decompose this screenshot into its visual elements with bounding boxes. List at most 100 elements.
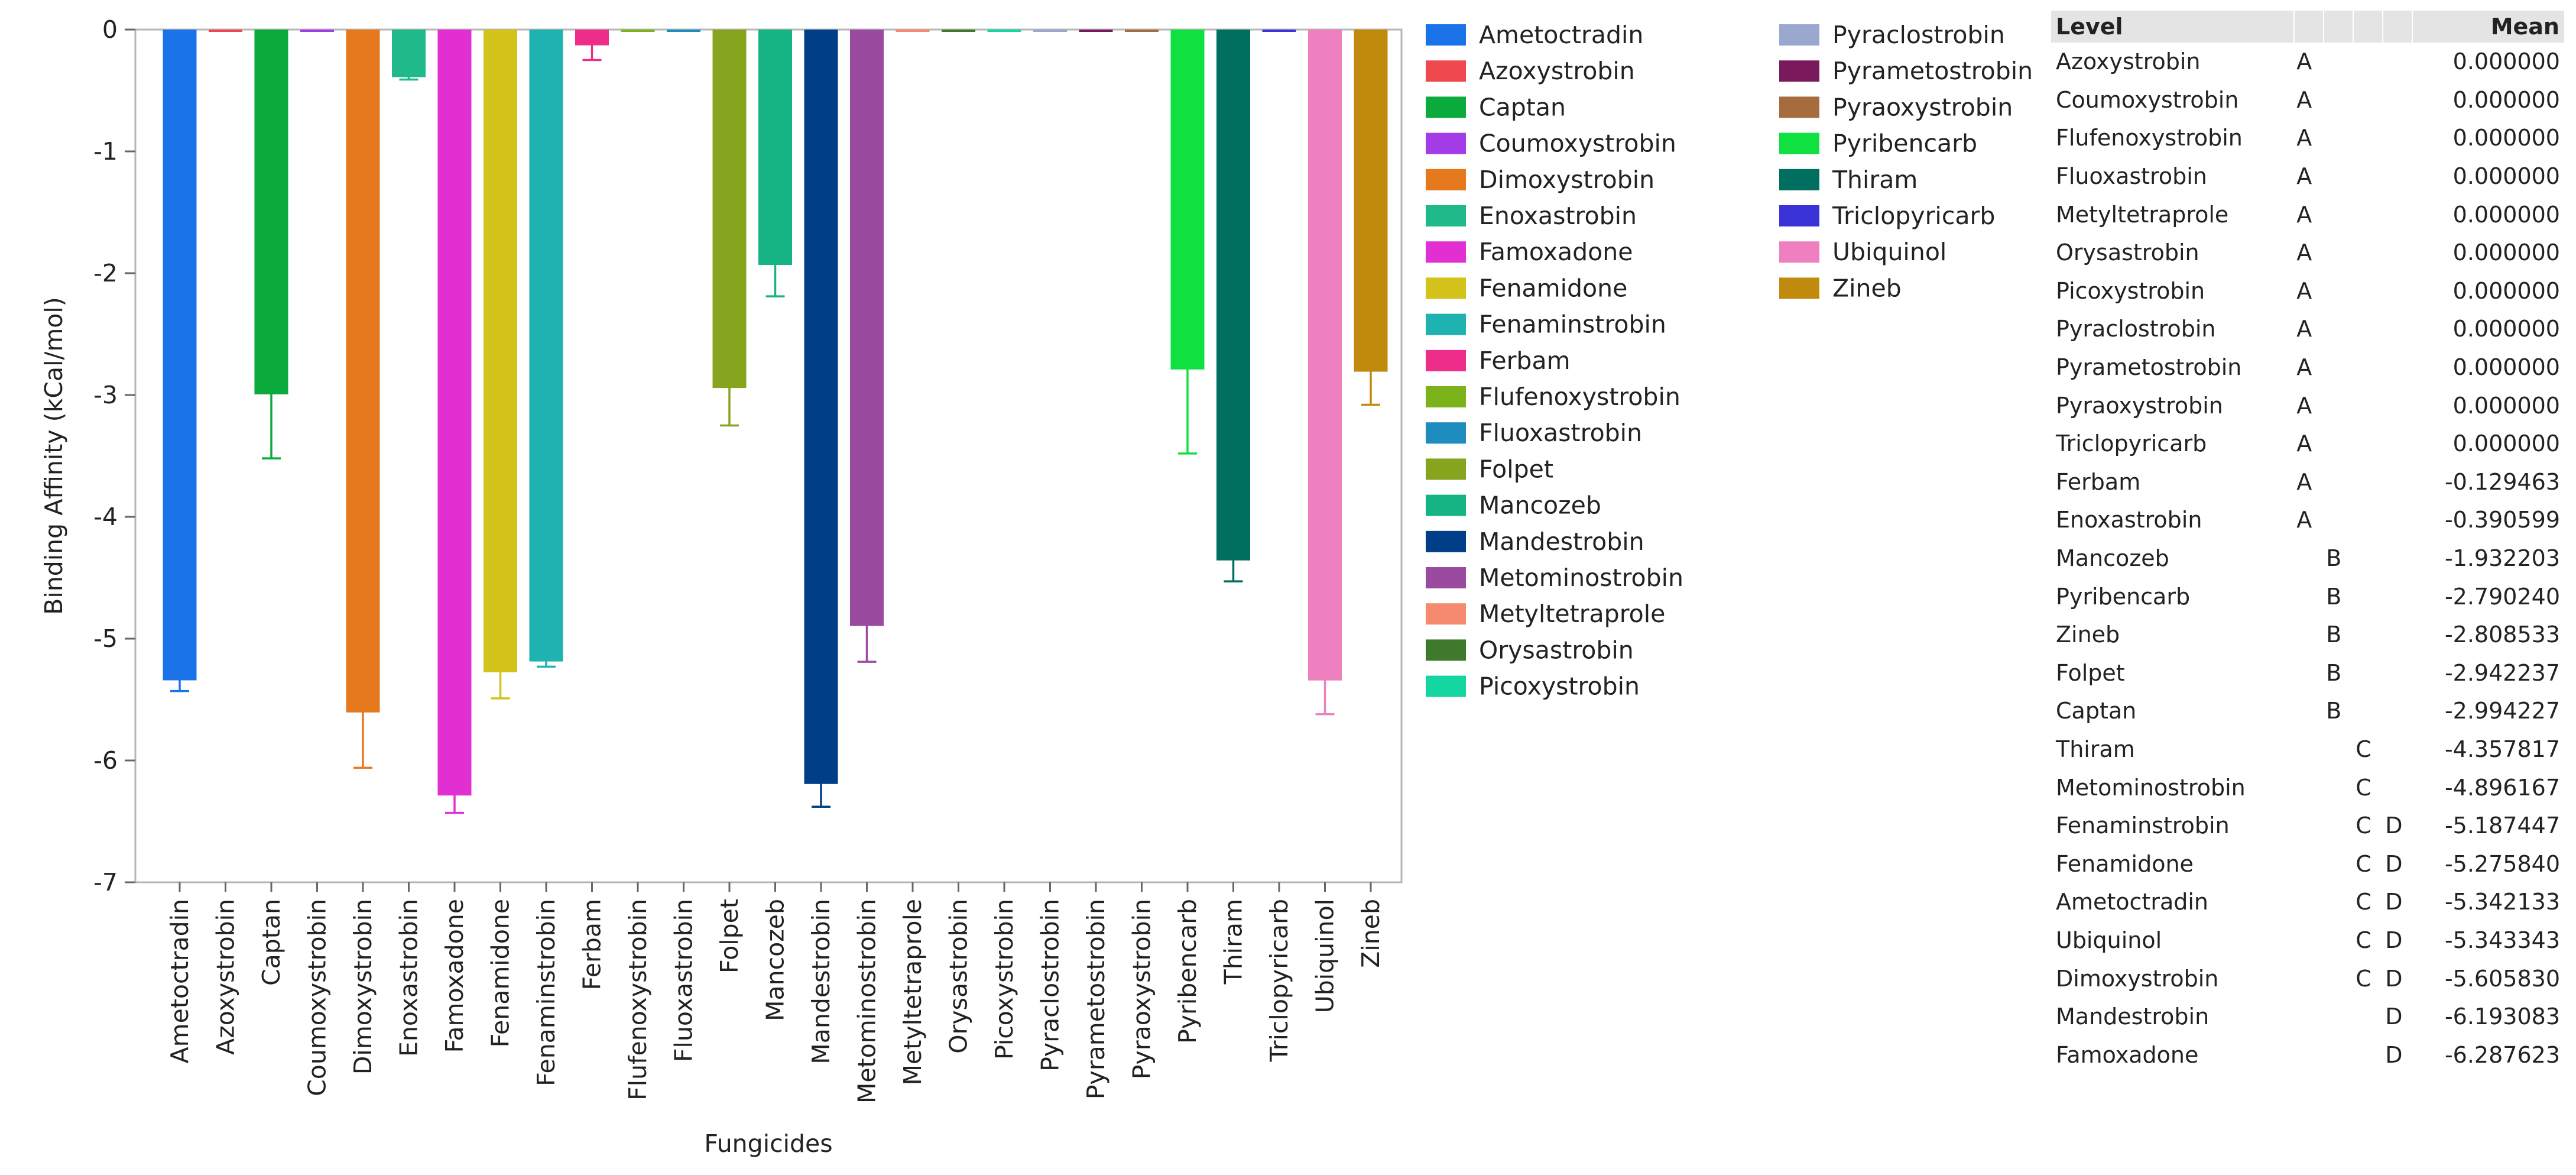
legend-label: Orysastrobin: [1479, 636, 1634, 664]
group-letter: [2383, 348, 2412, 387]
group-letter: [2324, 386, 2353, 425]
group-letter: [2294, 844, 2324, 883]
level-cell: Pyraclostrobin: [2056, 316, 2216, 342]
legend-swatch: [1779, 60, 1819, 82]
y-tick-label: -5: [93, 624, 118, 653]
x-axis-title: Fungicides: [704, 1129, 832, 1158]
x-tick-label: Famoxadone: [440, 899, 469, 1053]
table-row: Dimoxystrobin C D -5.605830: [2051, 959, 2565, 998]
group-letter: [2294, 577, 2324, 616]
bar-zineb: [1354, 30, 1388, 372]
level-header: Level: [2051, 11, 2295, 43]
x-tick-label: Picoxystrobin: [990, 899, 1018, 1060]
legend-label: Metominostrobin: [1479, 564, 1683, 592]
legend-swatch: [1426, 24, 1466, 46]
bar-metyltetraprole: [896, 30, 930, 32]
legend-swatch: [1426, 132, 1466, 154]
group-letter: [2324, 119, 2353, 157]
legend-label: Ametoctradin: [1479, 21, 1643, 49]
group-letter: D: [2385, 889, 2403, 915]
table-row: Pyribencarb B -2.790240: [2051, 577, 2565, 616]
table-row: Pyraclostrobin A 0.000000: [2051, 310, 2565, 348]
group-letter: [2383, 616, 2412, 654]
x-tick-label: Flufenoxystrobin: [624, 899, 652, 1100]
error-bars: [170, 30, 1380, 814]
x-tick-label: Coumoxystrobin: [303, 899, 332, 1096]
group-letter: [2353, 348, 2383, 387]
group-letter: [2383, 654, 2412, 692]
group-letter: C: [2356, 850, 2371, 877]
mean-cell: -6.193083: [2444, 1004, 2560, 1030]
mean-cell: -2.790240: [2444, 583, 2560, 610]
legend-label: Folpet: [1479, 455, 1553, 483]
bar-famoxadone: [437, 30, 472, 796]
group-letter: C: [2356, 813, 2371, 839]
legend-label: Pyrametostrobin: [1832, 57, 2033, 85]
group-letter: B: [2326, 698, 2342, 724]
legend-swatch: [1426, 675, 1466, 697]
legend-label: Thiram: [1832, 166, 1918, 194]
table-header-row: Level Mean: [2051, 11, 2565, 43]
level-cell: Ubiquinol: [2056, 927, 2162, 953]
table-row: Fluoxastrobin A 0.000000: [2051, 157, 2565, 196]
level-cell: Mancozeb: [2056, 545, 2169, 572]
legend-swatch: [1779, 277, 1819, 299]
legend-swatch: [1426, 458, 1466, 480]
legend-label: Azoxystrobin: [1479, 57, 1635, 85]
x-tick-label: Metominostrobin: [853, 899, 881, 1103]
x-tick-label: Ubiquinol: [1311, 899, 1339, 1013]
table-row: Flufenoxystrobin A 0.000000: [2051, 119, 2565, 157]
group-letter: A: [2296, 277, 2312, 304]
group-letter: [2383, 272, 2412, 310]
x-axis: Ametoctradin Azoxystrobin Captan Coumoxystr…: [166, 882, 1385, 1103]
group-letter: [2324, 844, 2353, 883]
legend-label: Coumoxystrobin: [1479, 130, 1676, 158]
bar-picoxystrobin: [987, 30, 1021, 32]
legend: Ametoctradin Azoxystrobin Captan Coumoxystr…: [1426, 21, 2033, 701]
group-letter: [2383, 730, 2412, 769]
group-letter: [2294, 807, 2324, 845]
group-letter: [2324, 81, 2353, 119]
bar-fenamidone: [484, 30, 517, 672]
group-letter: C: [2356, 736, 2371, 762]
group-letter: [2353, 310, 2383, 348]
group-letter: A: [2296, 507, 2312, 533]
legend-label: Ferbam: [1479, 347, 1571, 375]
legend-swatch: [1426, 494, 1466, 516]
legend-swatch: [1779, 96, 1819, 118]
group-letter: [2383, 425, 2412, 463]
group-letter: [2294, 730, 2324, 769]
x-tick-label: Zineb: [1357, 899, 1385, 968]
bars: [163, 30, 1388, 796]
mean-cell: 0.000000: [2452, 430, 2560, 457]
bar-ubiquinol: [1308, 30, 1342, 681]
y-tick-label: -6: [93, 746, 118, 775]
mean-cell: -6.287623: [2444, 1041, 2560, 1068]
group-letter: [2383, 501, 2412, 539]
group-letter: [2353, 386, 2383, 425]
table-row: Ametoctradin C D -5.342133: [2051, 883, 2565, 921]
group-letter: [2353, 998, 2383, 1036]
legend-swatch: [1779, 241, 1819, 263]
level-cell: Zineb: [2056, 622, 2120, 648]
y-tick-label: -4: [93, 503, 118, 531]
group-letter: [2324, 43, 2353, 81]
bar-mancozeb: [758, 30, 792, 266]
level-cell: Fenamidone: [2056, 850, 2194, 877]
group-letter: A: [2296, 125, 2312, 151]
legend-swatch: [1426, 349, 1466, 371]
legend-label: Metyltetraprole: [1479, 600, 1665, 628]
group-letter: [2324, 921, 2353, 960]
group-letter: D: [2385, 850, 2403, 877]
legend-swatch: [1426, 313, 1466, 335]
x-tick-label: Ametoctradin: [166, 899, 194, 1063]
x-tick-label: Metyltetraprole: [898, 899, 927, 1085]
group-letter: [2294, 883, 2324, 921]
legend-swatch: [1426, 567, 1466, 588]
x-tick-label: Orysastrobin: [945, 899, 973, 1054]
legend-swatch: [1779, 205, 1819, 226]
table-row: Zineb B -2.808533: [2051, 616, 2565, 654]
mean-cell: 0.000000: [2452, 277, 2560, 304]
level-cell: Orysastrobin: [2056, 239, 2199, 266]
mean-cell: 0.000000: [2452, 316, 2560, 342]
